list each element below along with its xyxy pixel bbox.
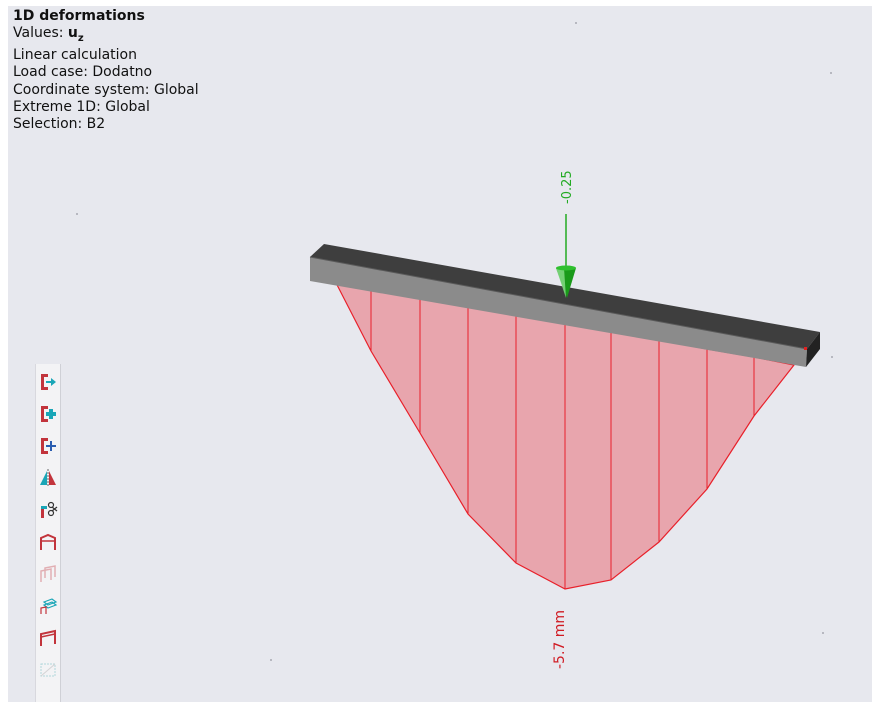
beam-top-face xyxy=(310,244,820,349)
beam-front-face xyxy=(310,257,807,367)
mirror-icon[interactable] xyxy=(38,468,58,488)
point-load[interactable]: -0.25 xyxy=(556,170,576,298)
deformation-diagram xyxy=(332,278,796,590)
extreme-value-label: -5.7 mm xyxy=(552,610,568,669)
node-arrow-right-icon[interactable] xyxy=(38,372,58,392)
cut-member-icon[interactable] xyxy=(38,500,58,520)
calculation-line: Linear calculation xyxy=(13,47,137,64)
vertical-toolbar xyxy=(35,364,61,702)
selection-line: Selection: B2 xyxy=(13,116,106,133)
load-value-label: -0.25 xyxy=(560,170,575,204)
info-panel: 1D deformations Values: uz Linear calcul… xyxy=(13,8,199,133)
coordinate-system-line: Coordinate system: Global xyxy=(13,81,199,98)
select-box-icon[interactable] xyxy=(38,660,58,680)
frame-icon[interactable] xyxy=(38,532,58,552)
viewport-3d[interactable]: -0.25 -5.7 mm 1D deformations Values: uz… xyxy=(8,6,872,702)
result-title: 1D deformations xyxy=(13,8,145,24)
frame-3d-icon[interactable] xyxy=(38,564,58,584)
frame-red-icon[interactable] xyxy=(38,628,58,648)
beam-end-face xyxy=(806,332,820,367)
values-line: Values: uz xyxy=(13,25,84,44)
load-case-line: Load case: Dodatno xyxy=(13,64,153,81)
node-insert-icon[interactable] xyxy=(38,436,58,456)
structure-scene[interactable]: -0.25 -5.7 mm xyxy=(8,6,872,702)
member-layers-icon[interactable] xyxy=(38,596,58,616)
node-add-icon[interactable] xyxy=(38,404,58,424)
extreme-line: Extreme 1D: Global xyxy=(13,98,150,115)
beam-b2[interactable] xyxy=(309,244,820,367)
